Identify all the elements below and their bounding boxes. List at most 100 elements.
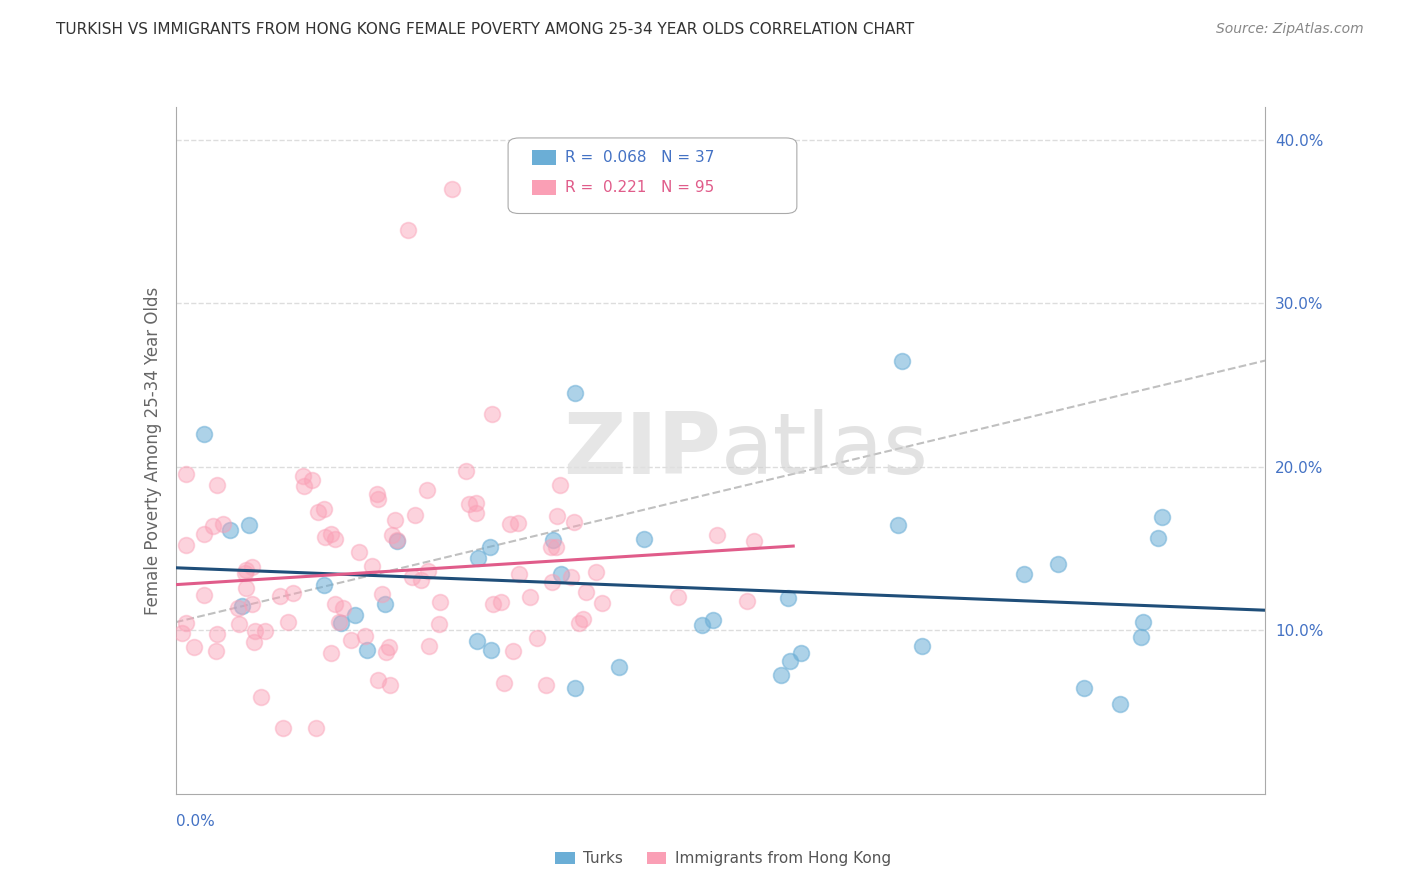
Point (492, 675, 515, 690)
Point (323, 532, 346, 546)
Point (378, 640, 401, 655)
Point (891, 353, 914, 368)
Point (292, 469, 315, 483)
Point (560, 570, 582, 584)
Point (690, 618, 713, 632)
Point (207, 627, 229, 641)
Point (508, 567, 530, 582)
Point (776, 591, 799, 605)
Point (371, 587, 394, 601)
Text: atlas: atlas (721, 409, 928, 492)
Point (243, 635, 266, 649)
Point (356, 642, 378, 657)
Point (502, 643, 524, 657)
Point (479, 643, 502, 657)
Y-axis label: Female Poverty Among 25-34 Year Olds: Female Poverty Among 25-34 Year Olds (143, 286, 162, 615)
Point (540, 540, 562, 554)
Point (347, 545, 370, 559)
Point (1012, 567, 1035, 582)
Point (1109, 697, 1132, 711)
Point (396, 222, 419, 236)
Point (176, 538, 198, 552)
Bar (531, 180, 555, 195)
Point (1130, 631, 1153, 645)
Point (273, 722, 295, 736)
Text: Immigrants from Hong Kong: Immigrants from Hong Kong (675, 851, 891, 865)
Point (361, 558, 384, 573)
Point (418, 640, 440, 654)
Point (205, 644, 228, 658)
Point (440, 182, 463, 196)
Point (770, 668, 793, 682)
Point (790, 646, 813, 660)
Point (633, 532, 655, 546)
Point (575, 585, 598, 599)
Point (238, 518, 260, 533)
Point (240, 559, 263, 574)
Point (321, 646, 343, 660)
Point (481, 407, 503, 421)
Point (344, 608, 367, 623)
Point (607, 660, 630, 674)
Point (418, 564, 440, 578)
Point (519, 591, 541, 605)
Point (243, 624, 266, 638)
Point (526, 631, 548, 645)
Point (202, 519, 225, 533)
Point (381, 528, 404, 542)
Point (387, 533, 409, 547)
Point (307, 505, 329, 519)
Point (249, 690, 271, 705)
Point (585, 565, 607, 579)
Text: Turks: Turks (583, 851, 623, 865)
Point (205, 478, 228, 492)
Point (550, 566, 572, 581)
Point (564, 386, 586, 401)
Text: ZIP: ZIP (562, 409, 721, 492)
Point (301, 473, 323, 487)
Point (458, 497, 481, 511)
Text: Source: ZipAtlas.com: Source: ZipAtlas.com (1216, 22, 1364, 37)
Point (735, 593, 758, 607)
Point (312, 577, 335, 591)
Point (742, 533, 765, 548)
Point (702, 613, 724, 627)
Point (384, 514, 406, 528)
Text: R =  0.221   N = 95: R = 0.221 N = 95 (565, 180, 714, 194)
Point (235, 581, 257, 595)
Point (541, 533, 564, 547)
Point (1046, 558, 1069, 572)
Point (323, 597, 346, 611)
Point (482, 597, 505, 611)
Text: TURKISH VS IMMIGRANTS FROM HONG KONG FEMALE POVERTY AMONG 25-34 YEAR OLDS CORREL: TURKISH VS IMMIGRANTS FROM HONG KONG FEM… (56, 22, 914, 37)
Point (548, 477, 571, 491)
Point (235, 563, 257, 577)
Point (467, 550, 489, 565)
Point (170, 626, 193, 640)
Point (374, 597, 396, 611)
Point (332, 601, 354, 615)
Point (219, 523, 242, 537)
Point (666, 591, 689, 605)
Point (544, 540, 567, 554)
Point (1132, 615, 1154, 630)
Point (1073, 681, 1095, 695)
Point (277, 615, 299, 629)
Point (911, 639, 934, 653)
FancyBboxPatch shape (508, 138, 797, 213)
Point (779, 654, 801, 668)
Point (534, 678, 557, 692)
Point (706, 528, 728, 542)
Point (568, 615, 591, 630)
Point (464, 496, 486, 510)
Point (572, 612, 595, 626)
Point (329, 615, 352, 630)
Point (887, 518, 910, 533)
Point (253, 624, 276, 639)
Point (506, 516, 529, 530)
Point (416, 483, 439, 497)
Point (193, 527, 215, 541)
Point (367, 673, 389, 688)
Point (183, 640, 205, 655)
Point (387, 534, 409, 549)
